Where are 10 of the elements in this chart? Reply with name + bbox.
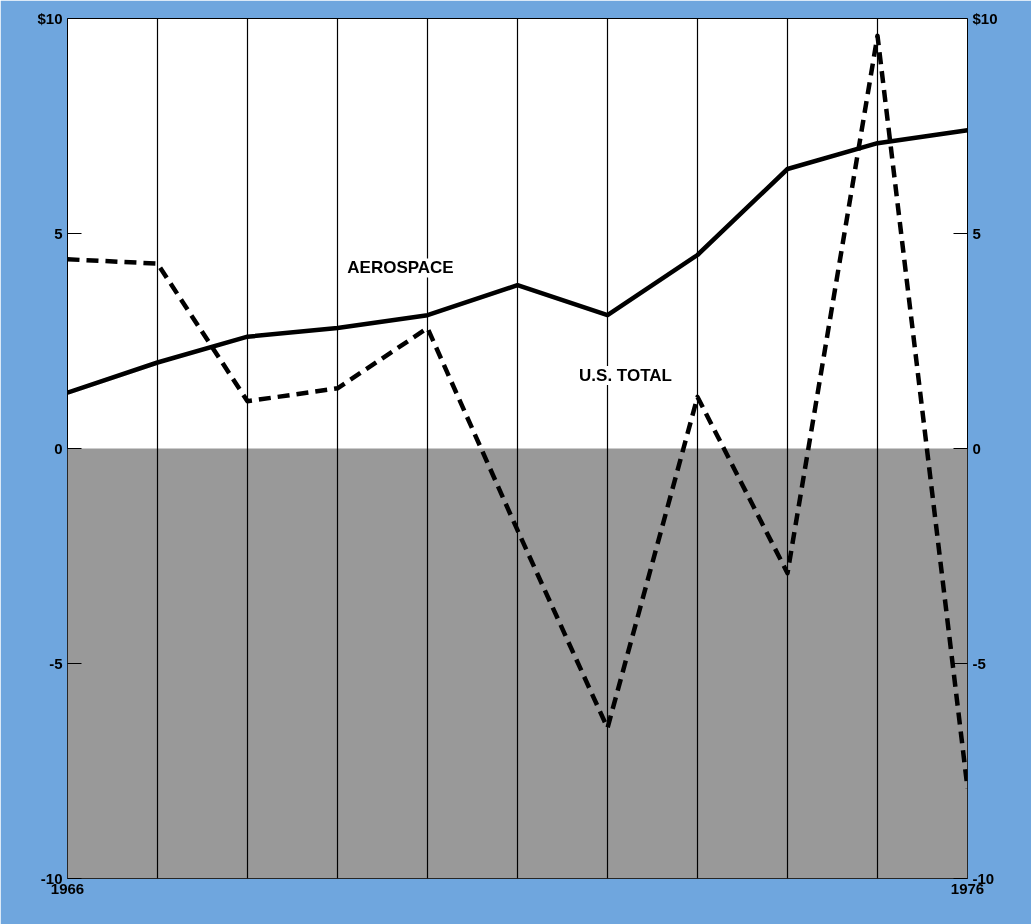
y2-tick-label: -5 (972, 655, 986, 672)
y2-tick-label: 0 (972, 440, 981, 457)
y-tick-label: -5 (49, 655, 63, 672)
series-label: U.S. TOTAL (579, 365, 672, 385)
y2-tick-label: $10 (972, 10, 998, 27)
y-tick-label: 5 (54, 225, 63, 242)
y-tick-label: $10 (37, 10, 63, 27)
series-label: AEROSPACE (347, 258, 454, 278)
y2-tick-label: 5 (972, 225, 981, 242)
y-tick-label: 0 (54, 440, 63, 457)
